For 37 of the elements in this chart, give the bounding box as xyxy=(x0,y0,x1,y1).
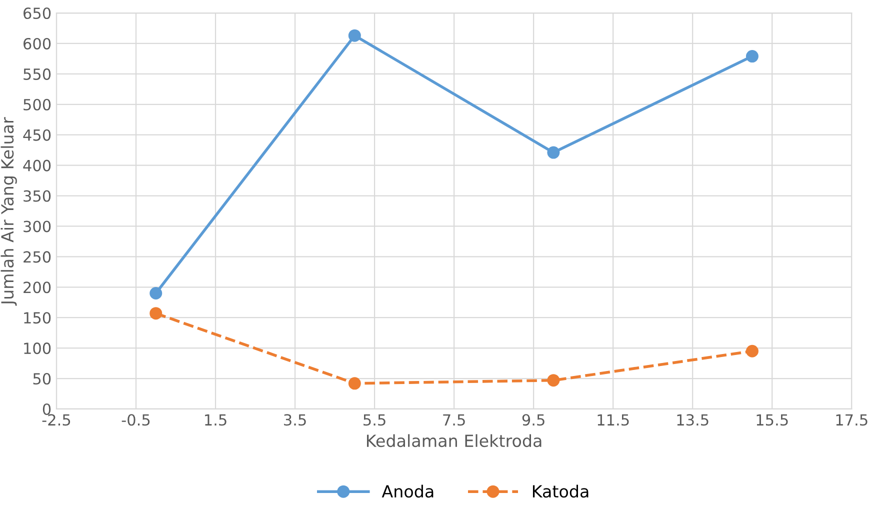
point xyxy=(150,307,162,320)
y-tick-label: 100 xyxy=(24,342,51,354)
x-tick-label: -2.5 xyxy=(42,414,70,426)
x-tick-label: 9.5 xyxy=(522,414,544,426)
point xyxy=(348,29,361,42)
y-tick-label: 250 xyxy=(24,251,51,263)
point xyxy=(150,286,162,300)
y-tick-label: 300 xyxy=(24,220,51,232)
y-tick-label: 550 xyxy=(24,68,51,80)
point xyxy=(348,377,361,390)
y-tick-label: 400 xyxy=(23,160,51,172)
x-tick-label: 3.5 xyxy=(284,414,306,426)
x-tick-label: -0.5 xyxy=(122,414,150,426)
y-tick-label: 0 xyxy=(42,403,51,416)
point xyxy=(547,374,560,387)
y-tick-label: 350 xyxy=(24,190,51,202)
x-tick-label: 13.5 xyxy=(677,414,708,426)
x-tick-label: 1.5 xyxy=(205,414,226,426)
point xyxy=(746,50,758,63)
legend-label: Anoda xyxy=(382,484,434,498)
y-tick-label: 500 xyxy=(24,98,51,110)
y-axis-title: Jumlah Air Yang Keluar xyxy=(0,117,17,306)
y-tick-label: 650 xyxy=(24,7,51,20)
x-tick-label: 5.5 xyxy=(364,414,386,426)
point xyxy=(547,146,560,159)
y-tick-label: 600 xyxy=(24,38,51,50)
x-tick-label: 17.5 xyxy=(836,414,868,426)
point xyxy=(746,344,758,358)
y-tick-label: 50 xyxy=(33,372,51,385)
y-tick-label: 200 xyxy=(24,282,51,294)
y-tick-label: 150 xyxy=(24,312,51,324)
x-tick-label: 11.5 xyxy=(598,414,629,426)
legend-label: Katoda xyxy=(532,484,588,498)
x-axis-title: Kedalaman Elektroda xyxy=(367,434,542,448)
y-tick-label: 450 xyxy=(23,129,51,141)
x-tick-label: 15.5 xyxy=(756,414,788,426)
x-tick-label: 7.5 xyxy=(443,414,465,426)
